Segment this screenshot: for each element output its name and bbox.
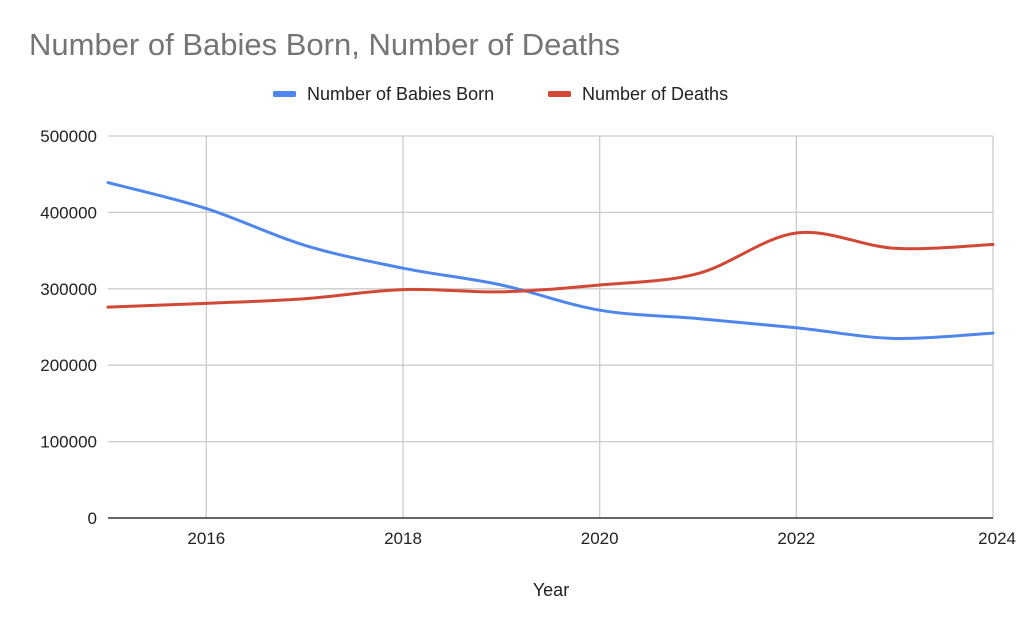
legend-label-number-of-babies-born: Number of Babies Born bbox=[307, 84, 494, 104]
y-tick-label: 500000 bbox=[40, 127, 97, 146]
y-tick-label: 0 bbox=[88, 509, 97, 528]
legend-label-number-of-deaths: Number of Deaths bbox=[582, 84, 728, 104]
x-tick-label: 2016 bbox=[187, 529, 225, 548]
series-layer bbox=[106, 181, 995, 341]
y-tick-label: 200000 bbox=[40, 356, 97, 375]
grid bbox=[108, 135, 994, 519]
chart-title: Number of Babies Born, Number of Deaths bbox=[29, 27, 620, 62]
x-tick-label: 2024 bbox=[978, 529, 1016, 548]
series-line-number-of-babies-born bbox=[106, 181, 995, 341]
x-tick-label: 2018 bbox=[384, 529, 422, 548]
series-line-number-of-deaths bbox=[106, 230, 995, 309]
y-tick-label: 300000 bbox=[40, 280, 97, 299]
y-tick-label: 100000 bbox=[40, 433, 97, 452]
x-tick-label: 2022 bbox=[777, 529, 815, 548]
legend-swatch-number-of-deaths bbox=[548, 91, 571, 97]
x-tick-label: 2020 bbox=[581, 529, 619, 548]
x-axis-label: Year bbox=[533, 580, 569, 600]
legend: Number of Babies Born Number of Deaths bbox=[273, 84, 728, 104]
y-tick-label: 400000 bbox=[40, 203, 97, 222]
legend-swatch-number-of-babies-born bbox=[273, 91, 296, 97]
tick-labels: 0 100000 200000 300000 400000 500000 2016 2018 2… bbox=[40, 127, 1016, 548]
